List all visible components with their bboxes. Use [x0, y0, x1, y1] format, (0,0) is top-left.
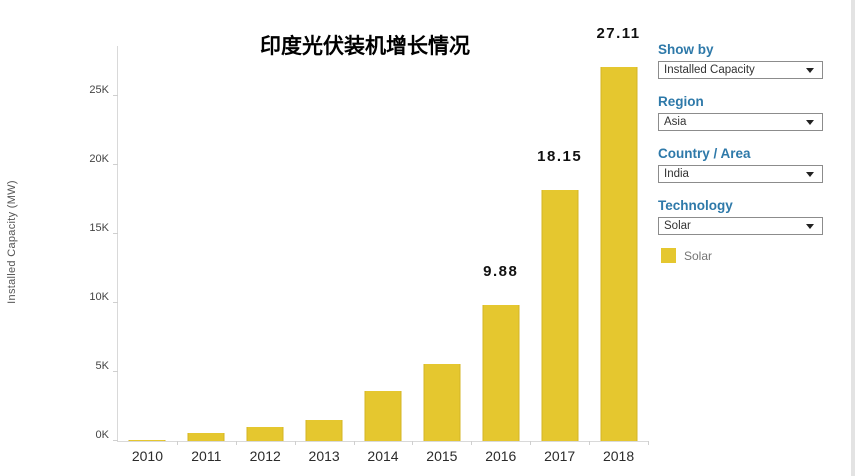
y-axis-tick: [113, 94, 118, 96]
legend-swatch-solar[interactable]: [661, 248, 676, 263]
filter-technology-dropdown[interactable]: Solar: [658, 217, 823, 235]
filter-show-by: Show by Installed Capacity: [658, 42, 823, 79]
legend-label: Solar: [684, 248, 713, 263]
legend: Solar: [661, 248, 712, 263]
filter-show-by-label: Show by: [658, 42, 714, 57]
x-axis-tick: [412, 441, 414, 445]
filter-panel: Show by Installed Capacity Region Asia C…: [658, 42, 823, 250]
y-axis-tick: [113, 370, 118, 372]
y-tick-label: 5K: [95, 359, 109, 372]
y-axis-tick: [113, 232, 118, 234]
bar-2018[interactable]: [600, 66, 638, 441]
bar-2010[interactable]: [128, 439, 166, 441]
x-tick-label-2013: 2013: [308, 448, 340, 464]
y-axis-tick: [113, 163, 118, 165]
filter-region: Region Asia: [658, 94, 823, 131]
filter-country-label: Country / Area: [658, 146, 751, 161]
y-tick-label: 10K: [89, 290, 109, 303]
bar-value-label-2018: 27.11: [596, 24, 641, 42]
y-axis-title: Installed Capacity (MW): [6, 180, 18, 304]
chart-title: 印度光伏装机增长情况: [260, 33, 470, 58]
filter-technology: Technology Solar: [658, 198, 823, 235]
filter-region-dropdown[interactable]: Asia: [658, 113, 823, 131]
filter-country: Country / Area India: [658, 146, 823, 183]
bar-value-label-2016: 9.88: [483, 262, 519, 280]
chevron-down-icon: [806, 120, 814, 125]
chevron-down-icon: [806, 68, 814, 73]
x-axis-tick: [530, 441, 532, 445]
x-axis-tick: [294, 441, 296, 445]
bar-2017[interactable]: [541, 190, 579, 441]
x-axis-tick: [471, 441, 473, 445]
bar-2012[interactable]: [246, 427, 284, 441]
x-tick-label-2010: 2010: [131, 448, 164, 464]
y-axis-tick: [113, 440, 118, 441]
x-tick-label-2017: 2017: [544, 448, 576, 464]
y-tick-label: 25K: [89, 83, 109, 96]
filter-show-by-dropdown[interactable]: Installed Capacity: [658, 61, 823, 79]
x-axis-tick: [176, 441, 178, 445]
filter-technology-value: Solar: [664, 220, 691, 232]
chevron-down-icon: [806, 172, 814, 177]
filter-show-by-value: Installed Capacity: [664, 64, 755, 76]
chevron-down-icon: [806, 224, 814, 229]
x-tick-label-2016: 2016: [485, 448, 517, 464]
bar-2013[interactable]: [305, 420, 343, 441]
filter-technology-label: Technology: [658, 198, 733, 213]
x-axis-tick: [648, 441, 649, 445]
x-tick-label-2011: 2011: [191, 448, 222, 464]
bar-2014[interactable]: [364, 391, 402, 441]
x-axis-tick: [235, 441, 237, 445]
x-tick-label-2014: 2014: [367, 448, 399, 464]
right-edge-divider: [851, 0, 855, 476]
y-axis-tick: [113, 301, 118, 303]
filter-region-label: Region: [658, 94, 704, 109]
bar-chart-plot-area: 0K 5K 10K 15K 20K 25K 2010 2011 2012 2013 2014 2015…: [89, 25, 649, 464]
filter-country-value: India: [664, 168, 689, 180]
y-tick-label: 15K: [89, 221, 109, 234]
x-axis-tick: [589, 441, 591, 445]
x-tick-label-2018: 2018: [602, 448, 635, 464]
x-tick-label-2015: 2015: [426, 448, 458, 464]
bar-2011[interactable]: [187, 432, 225, 441]
filter-region-value: Asia: [664, 116, 687, 128]
bar-value-label-2017: 18.15: [537, 148, 583, 166]
x-tick-label-2012: 2012: [249, 448, 281, 464]
x-axis-tick: [353, 441, 355, 445]
bar-2016[interactable]: [482, 304, 520, 441]
bar-2015[interactable]: [423, 363, 461, 441]
y-tick-label: 20K: [89, 152, 109, 165]
filter-country-dropdown[interactable]: India: [658, 165, 823, 183]
y-tick-label: 0K: [95, 429, 109, 441]
